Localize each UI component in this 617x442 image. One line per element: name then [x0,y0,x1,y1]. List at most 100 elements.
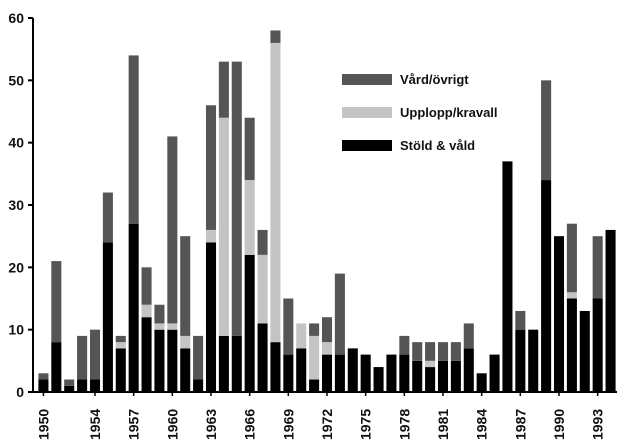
bar-segment [579,310,590,392]
x-tick-label: 1990 [551,409,567,440]
bar-segment [309,379,320,392]
legend-label: Vård/övrigt [400,72,469,87]
bar-segment [425,342,436,361]
bar-segment [463,323,474,349]
bar-segment [128,55,139,224]
bar-segment [386,354,397,392]
bar-segment [476,373,487,392]
bar-segment [244,254,255,392]
bar-segment [489,354,500,392]
bar-segment [592,298,603,392]
bar-segment [244,180,255,255]
bar-segment [115,348,126,392]
y-tick-label: 50 [8,72,24,88]
y-tick-label: 30 [8,197,24,213]
x-tick-labels: 1950 1954 1957 1960 1963 1966 1969 1972 1975 1978… [35,409,605,440]
bar-segment [515,329,526,392]
bar-segment [437,360,449,392]
bar-segment [77,379,88,392]
bar-segment [167,329,178,392]
bar-segment [218,117,229,336]
bar-segment [270,42,281,343]
bar-segment [270,342,281,392]
x-tick-label: 1950 [35,409,51,440]
bar-segment [592,236,603,299]
y-tick-label: 40 [8,135,24,151]
bar-segment [231,335,242,392]
bar-segment [51,342,62,392]
bar-segment [154,323,165,330]
x-tick-label: 1993 [590,409,606,440]
bar-segment [141,317,152,392]
legend-label: Stöld & våld [400,138,475,153]
x-tick-label: 1978 [396,409,412,440]
bar-segment [347,348,358,392]
legend-swatch [342,140,392,151]
bar-segment [205,229,217,243]
bar-segment [437,342,449,361]
bar-segment [283,354,294,392]
x-tick-label: 1954 [87,409,103,440]
x-tick-label: 1984 [474,409,490,440]
bar-segment [64,385,75,392]
bar-segment [502,161,513,392]
bar-segment [89,379,101,392]
bar-segment [154,304,165,324]
bar-segment [193,335,204,380]
bar-segment [283,298,294,355]
bar-segment [218,61,229,118]
bar-segment [553,236,565,392]
bar-segment [193,379,204,392]
bar-segment [450,360,461,392]
x-tick-label: 1963 [203,409,219,440]
bar-segment [257,254,268,324]
bar-segment [566,298,577,392]
bar-segment [412,342,423,361]
bar-segment [334,273,345,355]
bar-segment [321,354,333,392]
bar-segment [38,379,49,392]
y-tick-label: 20 [8,259,24,275]
bar-segment [141,267,152,305]
x-tick-label: 1966 [242,409,258,440]
legend-swatch [342,107,392,118]
bar-segment [309,335,320,380]
legend-label: Upplopp/kravall [400,105,498,120]
x-tick-label: 1957 [126,409,142,440]
bar-segment [541,80,552,181]
bar-segment [154,329,165,392]
y-tick-label: 60 [8,10,24,26]
bar-segment [102,242,113,392]
bar-segment [296,323,307,349]
bar-segment [180,236,191,336]
bar-segment [180,335,191,349]
bar-segment [180,348,191,392]
x-tick-label: 1969 [280,409,296,440]
legend-swatch [342,74,392,85]
bar-segment [205,242,217,392]
x-tick-label: 1981 [435,409,451,440]
bar-segment [270,30,281,43]
y-tick-labels: 0 10 20 30 40 50 60 [8,10,24,400]
bar-segment [425,360,436,368]
bar-segment [321,342,333,355]
bar-segment [141,304,152,318]
bar-segment [77,335,88,380]
bar-segment [102,192,113,243]
bar-segment [450,342,461,361]
bar-segment [115,335,126,343]
bar-segment [167,136,178,324]
x-tick-label: 1987 [512,409,528,440]
bar-segment [205,105,217,230]
x-tick-label: 1972 [319,409,335,440]
y-tick-label: 0 [16,384,24,400]
bar-segment [463,348,474,392]
bar-segment [296,348,307,392]
bar-segment [412,360,423,392]
y-tick-label: 10 [8,322,24,338]
bars [38,30,616,392]
bar-segment [51,261,62,343]
bar-segment [218,335,229,392]
bar-segment [528,329,539,392]
bar-segment [541,180,552,392]
